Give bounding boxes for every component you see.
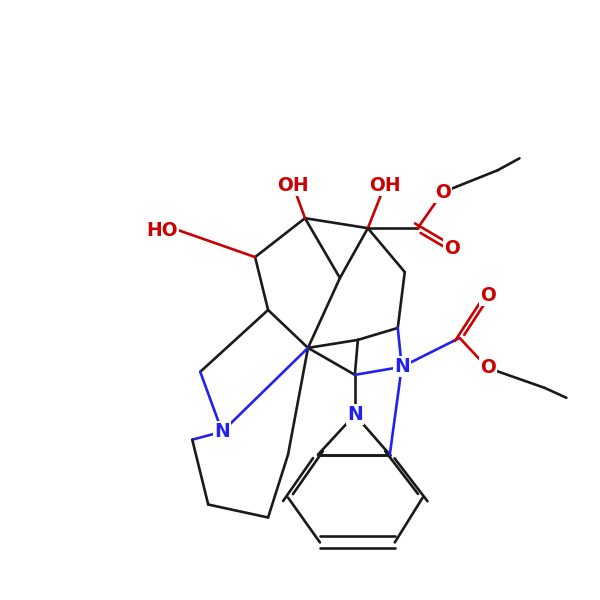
- Text: O: O: [479, 286, 496, 305]
- Text: HO: HO: [146, 221, 178, 239]
- Text: O: O: [444, 239, 460, 257]
- Text: O: O: [479, 358, 496, 377]
- Text: N: N: [347, 405, 363, 424]
- Text: N: N: [214, 422, 230, 441]
- Text: OH: OH: [277, 176, 309, 195]
- Text: N: N: [394, 358, 410, 376]
- Text: OH: OH: [369, 176, 401, 195]
- Text: O: O: [435, 183, 451, 202]
